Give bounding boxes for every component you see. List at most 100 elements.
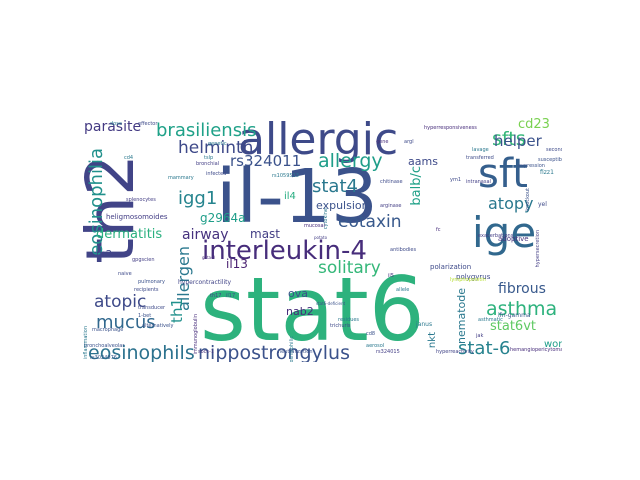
word-parasite: parasite	[84, 119, 142, 135]
word-th1: th1	[168, 298, 186, 323]
word-hypercontractility: hypercontractility	[178, 279, 232, 286]
word-helminth: helminth	[178, 138, 254, 158]
word-cd23: cd23	[518, 118, 550, 132]
word-stat-6: stat-6	[458, 338, 511, 359]
word-hyperreactivity: hyperreactivity	[436, 349, 474, 355]
word-heligmosomoides: heligmosomoides	[106, 213, 168, 221]
word-eotaxin: eotaxin	[338, 212, 402, 232]
word-bronchial: bronchial	[196, 161, 220, 167]
word-neutralization: neutralization	[278, 349, 313, 355]
word-gata-3: gata-3	[202, 255, 215, 260]
word-stat4: stat4	[312, 176, 358, 197]
word-chitinase: chitinase	[380, 179, 403, 185]
word-interleukin-4: interleukin-4	[202, 236, 367, 266]
word-residues: residues	[338, 317, 360, 323]
word-immunoglobulin: immunoglobulin	[193, 314, 199, 355]
word-atopic: atopic	[94, 292, 147, 312]
word-dose: dose	[110, 121, 122, 127]
word-ige: ige	[472, 208, 537, 257]
word-recipients: recipients	[134, 287, 159, 293]
word-infected: infected	[206, 171, 227, 177]
word-tslp: tslp	[204, 155, 214, 161]
word-il-13: il-13	[216, 154, 378, 240]
word-transducer: transducer	[138, 305, 166, 311]
word-arginase: arginase	[380, 203, 402, 209]
word-secondary: secondary	[546, 147, 562, 153]
word-naive: naive	[118, 271, 132, 277]
word-il4: il4	[284, 191, 296, 202]
word-allergic: allergic	[238, 118, 399, 165]
word-rs324015: rs324015	[376, 349, 400, 355]
word-hypersecretion: hypersecretion	[535, 230, 541, 268]
word-gpgscien: gpgscien	[132, 257, 155, 263]
word-polarization: polarization	[430, 263, 472, 271]
word-atopy: atopy	[488, 194, 534, 213]
word-lymphopoietin: lymphopoietin	[450, 277, 486, 283]
word-mucosal: mucosal	[304, 223, 325, 229]
word-airway: airway	[182, 227, 229, 243]
word-th17: th17	[210, 293, 222, 299]
word-bronchoalveolar: bronchoalveolar	[84, 343, 125, 349]
word-gene: gene	[376, 139, 389, 145]
word-asthma: asthma	[486, 298, 558, 320]
word-m2: m2	[96, 249, 113, 260]
word-mucus: mucus	[96, 312, 156, 333]
word-intranasal: intranasal	[466, 179, 491, 185]
word-fizz1: fizz1	[540, 169, 554, 176]
word-yel: yel	[538, 201, 547, 208]
word-trichuris: trichuris	[330, 323, 351, 329]
word-mast: mast	[250, 227, 280, 241]
word-brasiliensis: brasiliensis	[156, 120, 257, 141]
word-pulmonary: pulmonary	[138, 279, 165, 285]
word-rs324011: rs324011	[230, 152, 302, 170]
word-antibodies: antibodies	[390, 247, 417, 253]
word-transferred: transferred	[466, 155, 494, 161]
word-expression: expression	[518, 163, 545, 169]
word-allergy: allergy	[318, 150, 383, 172]
word-fibrous: fibrous	[498, 281, 546, 297]
word-cd4: cd4	[124, 155, 134, 161]
word-alternatively: alternatively	[142, 323, 174, 329]
word-stat6-deficient: stat6-deficient	[316, 301, 346, 306]
word-sfts: sfts	[492, 128, 526, 150]
word-expulsion: expulsion	[316, 199, 369, 212]
word-igg1: igg1	[178, 188, 218, 209]
word-effector: effector	[138, 121, 158, 127]
word-cd8: cd8	[366, 331, 376, 337]
word-fc: fc	[436, 227, 441, 233]
word-stat6: stat6	[200, 258, 425, 361]
word-mammary: mammary	[168, 175, 194, 181]
word-balb-c: balb/c	[409, 166, 424, 206]
word-splenocytes: splenocytes	[126, 197, 156, 203]
word-hemangiopericytoma: hemangiopericytoma	[510, 347, 562, 353]
word-g2964a: g2964a	[200, 211, 246, 225]
word-hyperresponsiveness: hyperresponsiveness	[424, 125, 477, 131]
word-dermatitis: dermatitis	[96, 227, 163, 242]
word-ym1: ym1	[450, 177, 462, 183]
word-rs3024976: rs3024976	[90, 355, 117, 361]
word-il13: il13	[226, 257, 248, 271]
word-nkt: nkt	[427, 332, 438, 349]
word-asthmatic: asthmatic	[478, 317, 503, 323]
word-aerosol: aerosol	[366, 343, 385, 349]
word-aams: aams	[408, 155, 438, 168]
word-adoptive: adoptive	[498, 235, 529, 243]
word-knockout: knockout	[525, 188, 531, 211]
word-sft: sft	[478, 151, 528, 197]
word-macrophage: macrophage	[92, 327, 124, 333]
word-inflammation: inflammation	[83, 326, 89, 360]
word-potato: potato	[314, 235, 328, 240]
word-nab2: nab2	[286, 305, 314, 318]
word-exacerbations: exacerbations	[478, 233, 514, 239]
word-il17: il17	[226, 293, 236, 299]
word-solitary: solitary	[318, 258, 381, 278]
word-cloud: stat6 il-13 th2 allergic sft ige interleukin-4…	[78, 118, 562, 362]
word-argl: argl	[404, 139, 414, 145]
word-janus: janus	[416, 321, 433, 328]
word-nematode: nematode	[455, 288, 468, 344]
word-ifn-gamma: ifn-gamma	[498, 312, 531, 319]
word-jak: jak	[476, 333, 484, 339]
word-susceptibility: susceptibility	[538, 157, 562, 163]
word-polygyrus: polygyrus	[456, 273, 491, 281]
